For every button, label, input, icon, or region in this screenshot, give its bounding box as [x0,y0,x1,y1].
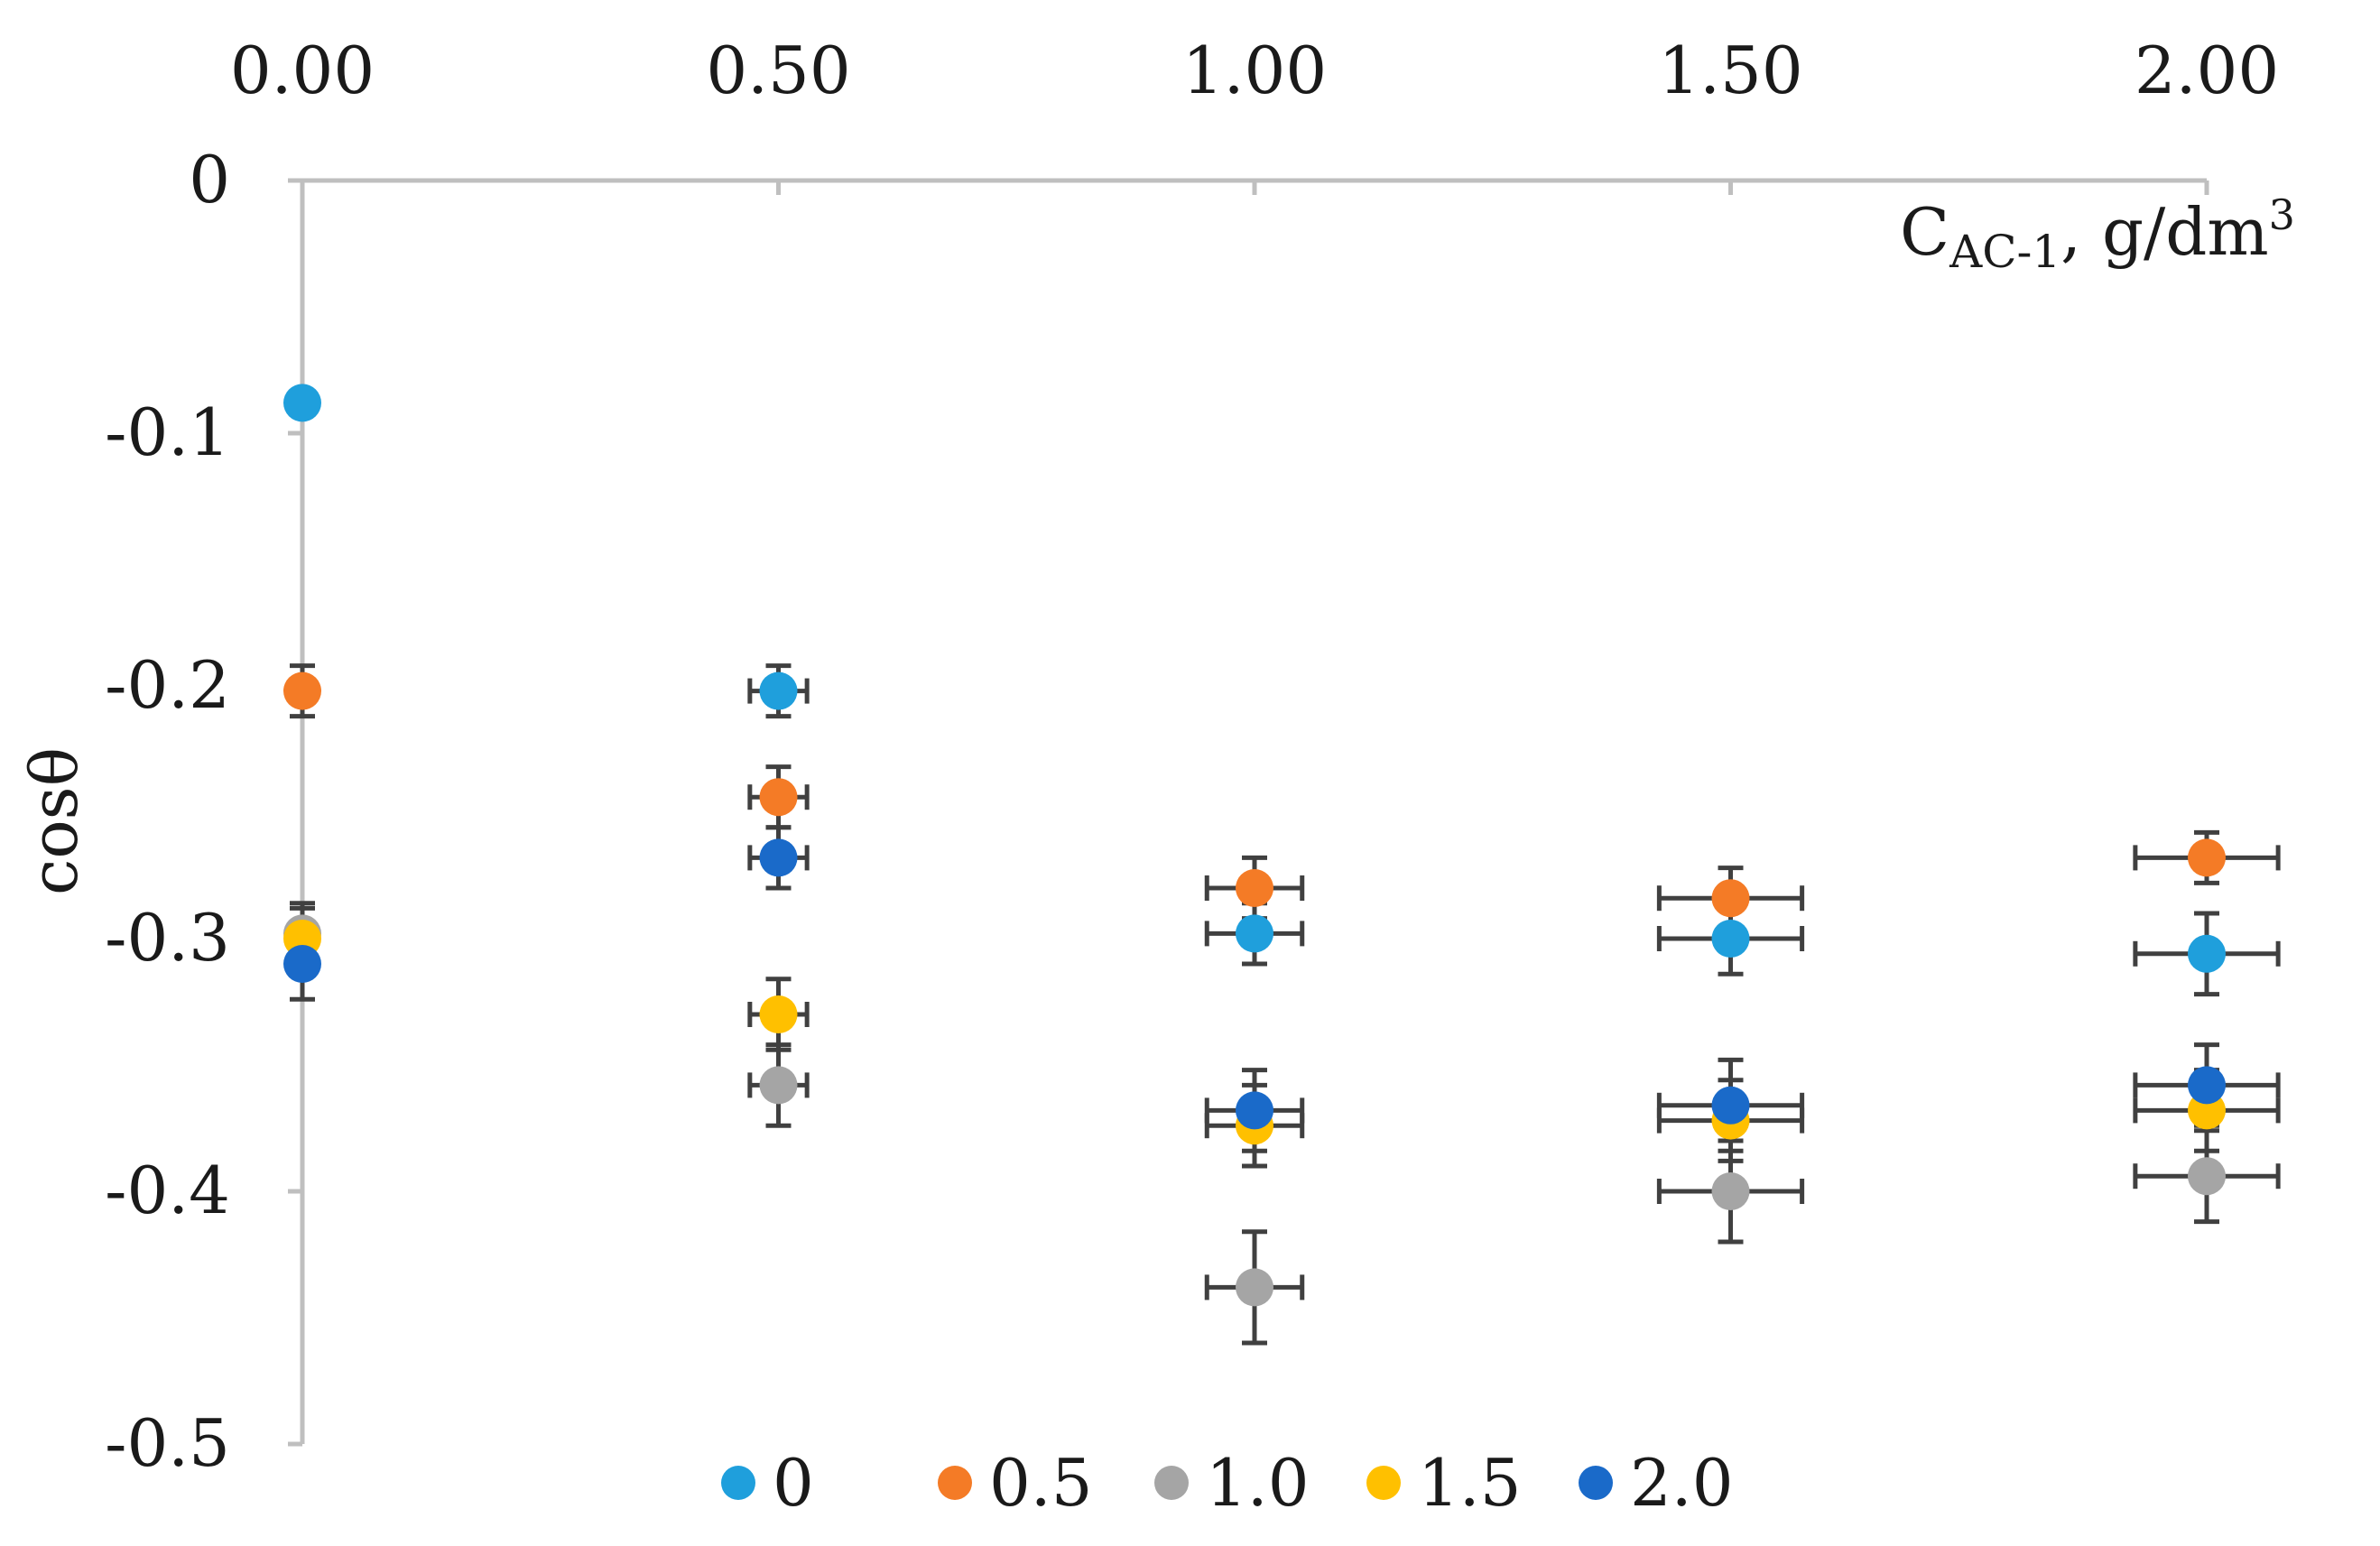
x-axis-title: CAC-1, g/dm3 [1900,190,2295,278]
data-point-series-1.5 [759,995,798,1033]
y-axis-title: cosθ [16,747,92,895]
legend-marker-0 [721,1466,755,1500]
data-point-series-0.5 [2188,838,2226,877]
data-point-series-2.0 [759,838,798,877]
data-point-series-1.0 [759,1066,798,1105]
data-point-series-0.5 [283,671,321,710]
legend-label-1.0: 1.0 [1206,1445,1310,1521]
x-tick-label: 0.50 [706,32,850,108]
chart-legend: 0 0.5 1.0 1.5 2.0 [721,1445,1734,1521]
data-point-series-2.0 [283,945,321,983]
data-point-series-0.5 [759,778,798,817]
legend-label-0: 0 [773,1445,814,1521]
data-point-series-0 [283,384,321,422]
data-point-series-2.0 [1236,1091,1273,1130]
legend-label-2.0: 2.0 [1630,1445,1734,1521]
data-point-series-0 [1711,920,1750,958]
data-point-series-0 [759,671,798,710]
data-point-series-0.5 [1236,869,1273,907]
data-point-series-0 [1236,914,1273,953]
chart-labels: 0.00 0.50 1.00 1.50 2.00 0 -0.1 -0.2 -0.3 -0.4 -0.… [16,32,2295,1481]
chart-errorbars [290,663,2281,1346]
data-point-series-2.0 [1711,1086,1750,1125]
y-tick-label: 0 [189,142,230,218]
y-tick-label: -0.2 [105,647,230,723]
data-point-series-0.5 [1711,879,1750,918]
y-tick-label: -0.3 [105,900,230,976]
legend-label-1.5: 1.5 [1418,1445,1522,1521]
x-tick-label: 2.00 [2135,32,2279,108]
data-point-series-2.0 [2188,1066,2226,1105]
x-tick-label: 0.00 [230,32,375,108]
y-tick-label: -0.4 [105,1153,230,1228]
y-tick-label: -0.1 [105,394,230,470]
legend-label-0.5: 0.5 [989,1445,1093,1521]
data-point-series-1.0 [1236,1268,1273,1307]
data-point-series-1.0 [1711,1172,1750,1210]
data-point-series-1.0 [2188,1157,2226,1196]
legend-marker-1.0 [1154,1466,1189,1500]
x-tick-label: 1.00 [1182,32,1327,108]
chart-axes [288,178,2209,1447]
legend-marker-2.0 [1579,1466,1613,1500]
legend-marker-1.5 [1366,1466,1401,1500]
y-tick-label: -0.5 [105,1405,230,1481]
x-tick-label: 1.50 [1658,32,1802,108]
legend-marker-0.5 [938,1466,972,1500]
data-point-series-0 [2188,934,2226,973]
chart-points [283,384,2226,1307]
